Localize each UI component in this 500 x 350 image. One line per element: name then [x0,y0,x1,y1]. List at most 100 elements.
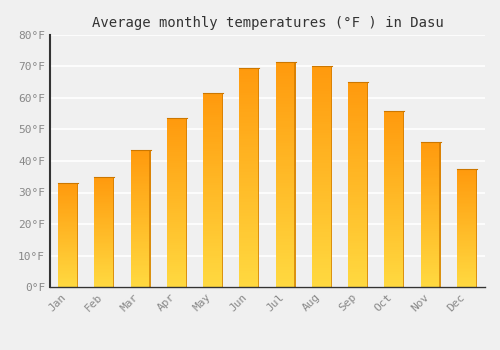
Bar [167,180,187,182]
Bar [94,203,114,204]
Bar [167,133,187,135]
Bar [203,239,223,241]
Bar [276,281,295,284]
Bar [312,224,332,226]
Bar [276,239,295,242]
Bar [130,170,150,172]
Bar [276,247,295,250]
Bar [167,184,187,186]
Bar [348,190,368,192]
Bar [384,265,404,267]
Bar [420,173,440,175]
Bar [240,243,260,246]
Bar [276,90,295,93]
Bar [384,181,404,183]
Bar [312,135,332,138]
Bar [420,242,440,244]
Bar [130,160,150,162]
Title: Average monthly temperatures (°F ) in Dasu: Average monthly temperatures (°F ) in Da… [92,16,444,30]
Bar [384,219,404,221]
Bar [203,173,223,176]
Bar [276,265,295,267]
Bar [348,149,368,151]
Bar [457,190,477,191]
Bar [130,277,150,279]
Bar [348,151,368,154]
Bar [420,245,440,247]
Bar [384,186,404,188]
Bar [240,98,260,101]
Bar [94,233,114,235]
Bar [420,218,440,220]
Bar [384,199,404,201]
Bar [203,181,223,183]
Bar [240,210,260,213]
Bar [384,135,404,137]
Bar [312,83,332,86]
Bar [94,268,114,269]
Bar [94,192,114,193]
Bar [167,125,187,127]
Bar [130,254,150,256]
Bar [203,256,223,258]
Bar [167,198,187,201]
Bar [94,286,114,287]
Bar [384,221,404,223]
Bar [240,74,260,76]
Bar [420,224,440,225]
Bar [94,266,114,268]
Bar [420,213,440,215]
Bar [420,244,440,245]
Bar [312,121,332,124]
Bar [348,159,368,162]
Bar [203,159,223,161]
Bar [130,188,150,189]
Bar [240,224,260,227]
Bar [58,191,78,192]
Bar [240,260,260,262]
Bar [457,182,477,184]
Bar [276,262,295,265]
Bar [312,182,332,185]
Bar [457,248,477,250]
Bar [312,75,332,77]
Bar [276,197,295,200]
Bar [457,244,477,246]
Bar [130,166,150,167]
Bar [348,254,368,256]
Bar [457,281,477,282]
Bar [58,280,78,282]
Bar [130,285,150,287]
Bar [312,248,332,251]
Bar [312,226,332,229]
Bar [420,273,440,274]
Bar [348,251,368,254]
Bar [130,184,150,186]
Bar [312,279,332,281]
Bar [203,263,223,265]
Bar [94,229,114,231]
Bar [130,266,150,268]
Bar [420,164,440,166]
Bar [58,226,78,227]
Bar [240,169,260,172]
Bar [240,271,260,273]
Bar [94,181,114,182]
Bar [203,219,223,222]
Bar [384,245,404,247]
Bar [348,215,368,218]
Bar [420,162,440,164]
Bar [312,102,332,105]
Bar [240,199,260,202]
Bar [203,195,223,197]
Bar [240,159,260,161]
Bar [457,226,477,228]
Bar [203,188,223,190]
Bar [130,222,150,224]
Bar [276,118,295,121]
Bar [420,167,440,169]
Bar [130,279,150,280]
Bar [94,225,114,226]
Bar [276,217,295,219]
Bar [240,145,260,147]
